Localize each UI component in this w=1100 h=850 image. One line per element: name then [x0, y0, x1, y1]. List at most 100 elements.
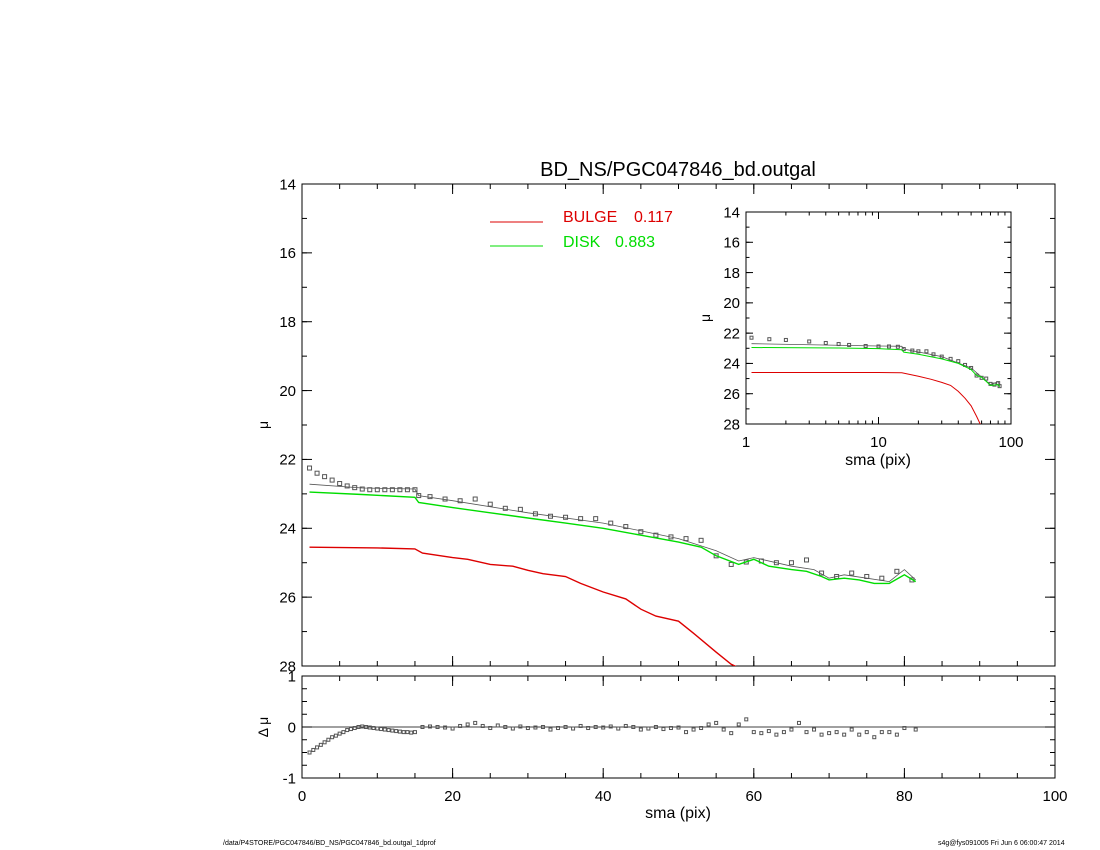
residual-point [333, 733, 338, 738]
data-point [359, 486, 365, 492]
residual-point [706, 722, 711, 727]
data-point [895, 344, 900, 349]
residual-point [902, 726, 907, 731]
residual-point [367, 725, 372, 730]
residual-point [804, 730, 809, 735]
residual-point [616, 726, 621, 731]
data-point [979, 375, 984, 380]
data-point [578, 516, 584, 522]
y-tick-label: 28 [723, 416, 740, 433]
data-point [487, 501, 493, 507]
data-point [623, 524, 629, 530]
residual-point [721, 727, 726, 732]
x-tick-label: 100 [998, 434, 1023, 451]
y-tick-label: 14 [279, 176, 296, 193]
residual-point [518, 724, 523, 729]
data-point [749, 335, 754, 340]
residual-point [311, 747, 316, 752]
data-point [502, 505, 508, 511]
residual-point [488, 726, 493, 731]
residual-point [360, 724, 365, 729]
y-tick-label: 28 [279, 658, 296, 675]
residual-point [503, 725, 508, 729]
x-tick-label: 1 [742, 434, 750, 451]
residual-point [322, 740, 327, 745]
main-panel: BD_NS/PGC047846_bd.outgal μ 14 16 18 20 22 24… [255, 159, 1056, 675]
residual-point [495, 723, 500, 728]
data-point [823, 340, 828, 345]
y-tick-label: -1 [283, 770, 296, 787]
data-point [457, 498, 463, 504]
residual-point [382, 727, 387, 732]
residual-point [608, 724, 613, 729]
residual-point [638, 727, 643, 732]
x-tick-label: 80 [896, 788, 913, 805]
residual-point [341, 730, 346, 735]
residual-point [571, 726, 576, 731]
data-point [427, 494, 433, 500]
residual-point [510, 726, 515, 731]
residual-point [443, 725, 448, 730]
main-plot-frame [301, 183, 1056, 667]
residual-point [405, 730, 410, 735]
y-tick-label: 0 [288, 719, 296, 736]
data-point [593, 516, 599, 522]
data-point [997, 384, 1002, 389]
bulge-line [309, 546, 737, 666]
residual-point [827, 731, 832, 736]
residual-point [364, 725, 369, 729]
residual-point [578, 723, 583, 728]
residual-point [766, 729, 771, 734]
x-axis-label: sma (pix) [645, 805, 711, 822]
residual-point [879, 730, 884, 735]
residual-point [857, 732, 862, 737]
main-y-axis-label: μ [255, 421, 271, 429]
residual-point [714, 720, 719, 725]
data-point [404, 487, 410, 493]
residual-point [699, 726, 704, 731]
main-series [307, 465, 917, 666]
residual-point [586, 726, 591, 731]
residual-point [352, 726, 357, 731]
data-point [389, 487, 395, 493]
legend-bulge-name: BULGE [563, 209, 617, 226]
residual-point [458, 723, 463, 728]
residual-point [397, 729, 402, 734]
y-tick-label: 16 [279, 245, 296, 262]
residual-point [834, 730, 839, 735]
series-group [749, 335, 1002, 424]
residual-point [401, 730, 406, 735]
residual-point [465, 722, 470, 727]
data-point [382, 487, 388, 493]
residual-point [525, 726, 530, 731]
residual-point [593, 725, 598, 729]
data-point [412, 487, 418, 493]
data-point [337, 481, 343, 487]
y-tick-label: 24 [279, 521, 296, 538]
residual-point [819, 732, 824, 737]
residual-point [691, 727, 696, 732]
data-point [984, 376, 989, 381]
residual-panel: Δ μ sma (pix) -101 0 20 40 60 80 100 [255, 668, 1068, 822]
data-point [608, 520, 614, 526]
residual-point [623, 723, 628, 728]
data-point [773, 560, 779, 566]
residual-point [450, 726, 455, 731]
y-tick-label: 26 [723, 386, 740, 403]
main-y-ticks: 14 16 18 20 22 24 26 28 [279, 176, 1055, 675]
residual-point [887, 730, 892, 735]
inset-panel: μ sma (pix) 14 16 18 20 22 24 26 28 1 10 100 [697, 204, 1024, 469]
data-point [767, 337, 772, 342]
residual-point [428, 724, 433, 729]
inset-x-axis-label: sma (pix) [845, 452, 911, 469]
disk-line [309, 491, 917, 585]
residual-point [394, 729, 399, 734]
x-tick-label: 20 [444, 788, 461, 805]
data-point [374, 487, 380, 493]
series-group [307, 717, 918, 755]
data-point [728, 561, 734, 567]
y-tick-label: 18 [279, 314, 296, 331]
residual-point [540, 725, 545, 729]
inset-plot-frame [745, 211, 1012, 425]
data-point [788, 560, 794, 566]
